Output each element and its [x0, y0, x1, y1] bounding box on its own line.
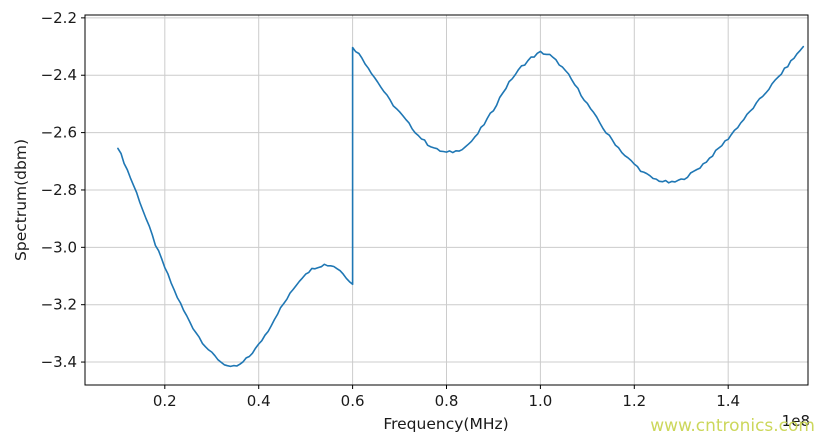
x-tick-label: 1.4	[716, 392, 740, 410]
y-tick-label: −2.8	[41, 181, 77, 199]
x-tick-label: 0.6	[341, 392, 365, 410]
x-tick-label: 1.0	[528, 392, 552, 410]
x-axis-label: Frequency(MHz)	[383, 415, 508, 433]
y-tick-label: −2.2	[41, 9, 77, 27]
spectrum-line	[117, 45, 805, 368]
x-tick-label: 0.8	[435, 392, 459, 410]
plot-area: 0.2 0.4 0.6 0.8 1.0 1.2 1.4 −2.2 −2.4 −2.6 −2.8 −3.…	[41, 9, 809, 410]
x-offset-label: 1e8	[782, 412, 810, 430]
watermark-text: www.cntronics.com	[650, 416, 815, 436]
y-axis-label: Spectrum(dbm)	[12, 139, 30, 261]
y-tick-label: −3.2	[41, 296, 77, 314]
y-tick-label: −3.0	[41, 238, 77, 256]
x-tick-label: 0.4	[247, 392, 271, 410]
y-tick-label: −2.4	[41, 66, 77, 84]
y-tick-label: −3.4	[41, 353, 77, 371]
y-tick-label: −2.6	[41, 124, 77, 142]
x-tick-label: 1.2	[622, 392, 646, 410]
x-tick-label: 0.2	[153, 392, 177, 410]
